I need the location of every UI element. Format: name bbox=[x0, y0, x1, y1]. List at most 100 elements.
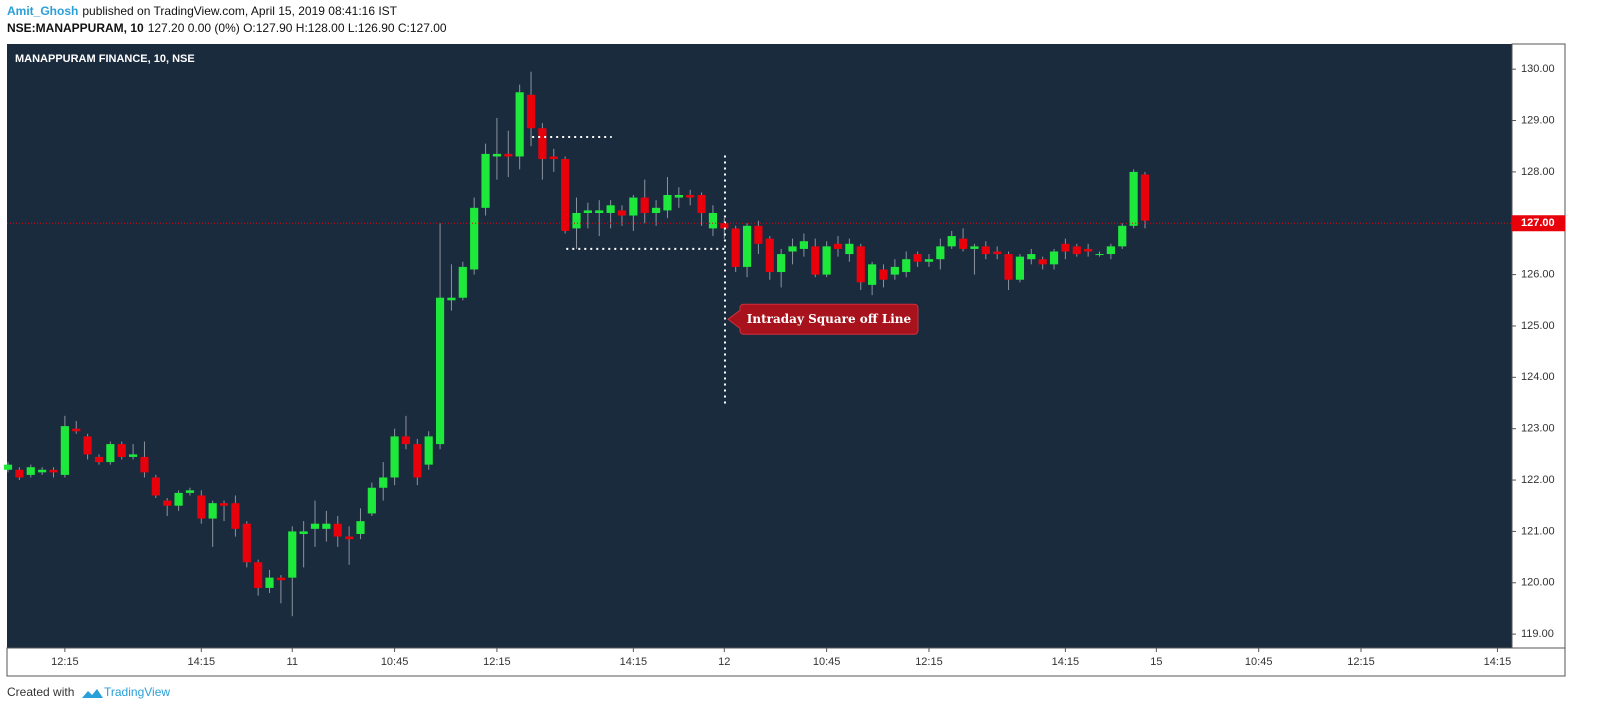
candle-body bbox=[322, 523, 331, 529]
candle-body bbox=[140, 456, 149, 473]
candle-body bbox=[72, 428, 81, 432]
candle-body bbox=[1004, 254, 1013, 280]
y-tick-label: 123.00 bbox=[1521, 423, 1555, 435]
header-line: Amit_Ghosh published on TradingView.com, … bbox=[7, 4, 398, 18]
candle-body bbox=[208, 503, 217, 519]
candle-body bbox=[868, 264, 877, 285]
candle-body bbox=[1106, 246, 1115, 255]
candle-body bbox=[1049, 251, 1059, 265]
candle-body bbox=[742, 225, 752, 267]
candle-body bbox=[777, 254, 786, 273]
candle-body bbox=[1038, 259, 1047, 265]
candle-body bbox=[799, 241, 808, 249]
candle-body bbox=[879, 269, 888, 280]
candle-body bbox=[1140, 174, 1150, 221]
candle-body bbox=[379, 477, 388, 488]
x-tick-label: 12:15 bbox=[51, 656, 79, 668]
y-tick-label: 126.00 bbox=[1521, 269, 1555, 281]
candle-body bbox=[617, 210, 627, 216]
x-tick-label: 14:15 bbox=[188, 656, 216, 668]
candle-body bbox=[970, 246, 979, 249]
footer-text: Created with bbox=[7, 685, 74, 699]
candle-body bbox=[276, 577, 285, 581]
candle-body bbox=[561, 159, 570, 231]
price-axis bbox=[1511, 43, 1566, 649]
candle-body bbox=[117, 444, 126, 457]
y-tick-label: 130.00 bbox=[1521, 63, 1555, 75]
candle-body bbox=[549, 156, 558, 160]
candle-body bbox=[333, 523, 342, 537]
candle-body bbox=[26, 467, 35, 475]
author: Amit_Ghosh bbox=[7, 4, 78, 18]
chart-pane bbox=[7, 44, 1512, 648]
candle-body bbox=[197, 495, 206, 519]
candle-body bbox=[515, 92, 524, 157]
y-tick-label: 122.00 bbox=[1521, 474, 1555, 486]
y-tick-label: 119.00 bbox=[1521, 628, 1554, 640]
candle-body bbox=[481, 153, 490, 208]
candle-body bbox=[413, 444, 422, 478]
x-tick-label: 15 bbox=[1150, 656, 1162, 668]
callout-box bbox=[727, 303, 919, 335]
x-tick-label: 12:15 bbox=[915, 656, 943, 668]
candle-body bbox=[185, 490, 195, 493]
candle-body bbox=[1084, 248, 1093, 252]
last-price-box bbox=[1512, 215, 1565, 232]
candle-body bbox=[424, 436, 433, 465]
candle-body bbox=[913, 254, 922, 262]
candle-body bbox=[299, 531, 308, 534]
published: published on TradingView.com, April 15, … bbox=[82, 4, 397, 18]
x-tick-label: 10:45 bbox=[1245, 656, 1273, 668]
candle-body bbox=[833, 243, 843, 249]
callout-text: Intraday Square off Line bbox=[747, 312, 912, 326]
candle-body bbox=[345, 536, 354, 540]
candle-body bbox=[151, 477, 160, 496]
candle-body bbox=[822, 246, 831, 275]
candle-body bbox=[83, 436, 92, 455]
candle-body bbox=[15, 469, 24, 478]
candle-body bbox=[163, 500, 172, 506]
candle-body bbox=[731, 228, 740, 267]
x-tick-label: 12:15 bbox=[1347, 656, 1375, 668]
candle-body bbox=[504, 153, 513, 157]
candle-body bbox=[367, 487, 376, 514]
candle-body bbox=[3, 464, 13, 470]
x-tick-label: 11 bbox=[287, 656, 298, 668]
x-tick-label: 12:15 bbox=[483, 656, 511, 668]
candle-body bbox=[629, 197, 638, 216]
candle-body bbox=[754, 225, 763, 244]
candle-body bbox=[49, 469, 58, 473]
quote-line: NSE:MANAPPURAM, 10 127.20 0.00 (0%) O:127… bbox=[7, 21, 447, 35]
candle-body bbox=[936, 246, 945, 260]
candle-body bbox=[1015, 256, 1025, 280]
candle-body bbox=[470, 207, 479, 270]
chart-title: MANAPPURAM FINANCE, 10, NSE bbox=[15, 53, 195, 65]
candle-body bbox=[686, 195, 695, 198]
candle-body bbox=[219, 503, 229, 506]
time-axis bbox=[6, 647, 1566, 677]
candle-body bbox=[958, 238, 968, 249]
candle-body bbox=[1118, 225, 1127, 247]
footer-brand: TradingView bbox=[104, 685, 170, 699]
candle-body bbox=[993, 251, 1002, 255]
candle-body bbox=[390, 436, 399, 478]
candle-body bbox=[38, 469, 47, 473]
candle-body bbox=[947, 236, 956, 247]
candle-body bbox=[652, 207, 661, 213]
candle-body bbox=[1061, 243, 1070, 252]
candle-body bbox=[606, 205, 615, 213]
candle-body bbox=[902, 259, 911, 273]
candle-body bbox=[697, 195, 706, 213]
candle-body bbox=[288, 531, 297, 578]
candle-body bbox=[106, 444, 115, 463]
candle-body bbox=[1027, 254, 1036, 260]
y-tick-label: 120.00 bbox=[1521, 577, 1555, 589]
candle-body bbox=[242, 523, 251, 563]
candle-body bbox=[310, 523, 320, 529]
candle-body bbox=[447, 297, 456, 301]
candle-body bbox=[458, 266, 467, 298]
logo-icon bbox=[82, 689, 103, 698]
candle-body bbox=[595, 210, 604, 213]
candle-body bbox=[94, 456, 104, 463]
